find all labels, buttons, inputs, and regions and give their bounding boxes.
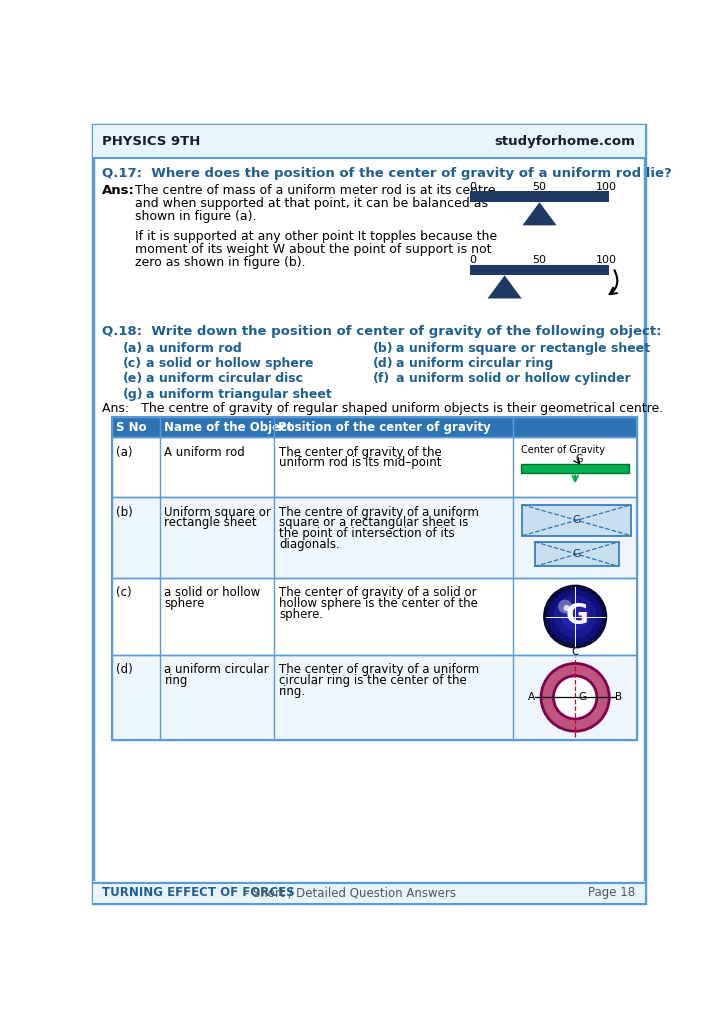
Bar [93,125,645,158]
Circle shape [554,595,597,638]
Bar [112,655,637,740]
Text: The centre of gravity of a uniform: The centre of gravity of a uniform [279,506,479,518]
Text: G: G [575,454,582,464]
Text: (c): (c) [117,586,132,600]
Bar [521,464,629,472]
Text: a uniform circular ring: a uniform circular ring [396,357,554,370]
Text: circular ring is the center of the: circular ring is the center of the [279,674,467,687]
Text: 50: 50 [532,256,546,266]
Text: shown in figure (a).: shown in figure (a). [135,210,256,223]
Text: diagonals.: diagonals. [279,538,340,551]
Text: (c): (c) [122,357,142,370]
Text: 0: 0 [469,256,477,266]
Bar [523,505,631,535]
Text: (f): (f) [373,373,390,386]
Text: G: G [572,549,581,559]
Text: The center of gravity of a solid or: The center of gravity of a solid or [279,586,477,600]
Text: A uniform rod: A uniform rod [164,446,245,458]
Polygon shape [523,203,557,225]
Bar [112,437,637,497]
Text: Page 18: Page 18 [588,887,636,900]
Bar [112,417,637,740]
Text: hollow sphere is the center of the: hollow sphere is the center of the [279,598,478,610]
Text: (a): (a) [117,446,133,458]
Text: A: A [528,692,535,702]
Polygon shape [487,276,522,298]
Circle shape [541,664,609,731]
Bar [112,578,637,655]
Text: Name of the Object: Name of the Object [163,420,292,434]
Text: (e): (e) [122,373,143,386]
Text: zero as shown in figure (b).: zero as shown in figure (b). [135,257,305,269]
Text: (d): (d) [117,664,133,677]
Text: - Short / Detailed Question Answers: - Short / Detailed Question Answers [241,887,456,900]
Text: rectangle sheet: rectangle sheet [164,516,257,529]
Text: a solid or hollow: a solid or hollow [164,586,261,600]
Text: G: G [578,692,586,702]
Bar [112,437,637,497]
Text: G: G [565,603,588,630]
Text: square or a rectangular sheet is: square or a rectangular sheet is [279,516,469,529]
Text: and when supported at that point, it can be balanced as: and when supported at that point, it can… [135,196,488,210]
Bar [112,497,637,578]
Text: Q.18:  Write down the position of center of gravity of the following object:: Q.18: Write down the position of center … [102,325,662,338]
Text: (b): (b) [117,506,133,518]
Text: (d): (d) [373,357,394,370]
Text: Position of the center of gravity: Position of the center of gravity [279,420,491,434]
Text: The center of gravity of a uniform: The center of gravity of a uniform [279,664,480,677]
Text: 100: 100 [596,256,617,266]
Text: a uniform solid or hollow cylinder: a uniform solid or hollow cylinder [396,373,631,386]
Bar [112,578,637,655]
Text: uniform rod is its mid–point: uniform rod is its mid–point [279,456,441,469]
Text: (a): (a) [122,342,143,354]
Bar [112,655,637,740]
Text: ring: ring [164,674,188,687]
Text: If it is supported at any other point It topples because the: If it is supported at any other point It… [135,230,497,243]
Text: a uniform circular: a uniform circular [164,664,269,677]
Circle shape [561,603,589,630]
Bar [93,882,645,903]
Text: The center of gravity of the: The center of gravity of the [279,446,442,458]
Text: The centre of mass of a uniform meter rod is at its centre: The centre of mass of a uniform meter ro… [135,184,495,196]
Text: Q.17:  Where does the position of the center of gravity of a uniform rod lie?: Q.17: Where does the position of the cen… [102,167,672,180]
Text: a uniform square or rectangle sheet: a uniform square or rectangle sheet [396,342,650,354]
Text: ring.: ring. [279,685,306,698]
Bar [112,497,637,578]
Text: C: C [572,646,579,657]
Bar [469,265,609,276]
Circle shape [548,589,602,643]
Text: Ans:   The centre of gravity of regular shaped uniform objects is their geometri: Ans: The centre of gravity of regular sh… [102,402,664,414]
Text: G: G [572,515,581,525]
Text: B: B [615,692,622,702]
Text: (g): (g) [122,388,143,401]
Text: 0: 0 [469,182,477,192]
Circle shape [554,676,597,719]
Text: a uniform circular disc: a uniform circular disc [145,373,303,386]
Text: (b): (b) [373,342,394,354]
Text: a uniform triangular sheet: a uniform triangular sheet [145,388,331,401]
Text: sphere: sphere [164,598,204,610]
Circle shape [558,600,572,614]
Text: 100: 100 [596,182,617,192]
Text: PHYSICS 9TH: PHYSICS 9TH [102,135,201,148]
Text: studyforhome.com: studyforhome.com [495,135,636,148]
Text: the point of intersection of its: the point of intersection of its [279,527,455,541]
Circle shape [544,585,606,647]
Bar [112,417,637,437]
Bar [469,191,609,203]
Text: Ans:: Ans: [102,184,135,196]
Text: a uniform rod: a uniform rod [145,342,241,354]
Text: Center of Gravity: Center of Gravity [521,445,605,455]
Bar [112,417,637,437]
Circle shape [564,605,570,611]
FancyArrowPatch shape [610,270,617,294]
Text: moment of its weight W about the point of support is not: moment of its weight W about the point o… [135,243,492,257]
Text: TURNING EFFECT OF FORCES: TURNING EFFECT OF FORCES [102,887,295,900]
Text: 50: 50 [532,182,546,192]
Text: Uniform square or: Uniform square or [164,506,271,518]
Text: sphere.: sphere. [279,608,323,621]
Text: a solid or hollow sphere: a solid or hollow sphere [145,357,313,370]
Bar [535,542,618,566]
Text: S No: S No [116,420,146,434]
